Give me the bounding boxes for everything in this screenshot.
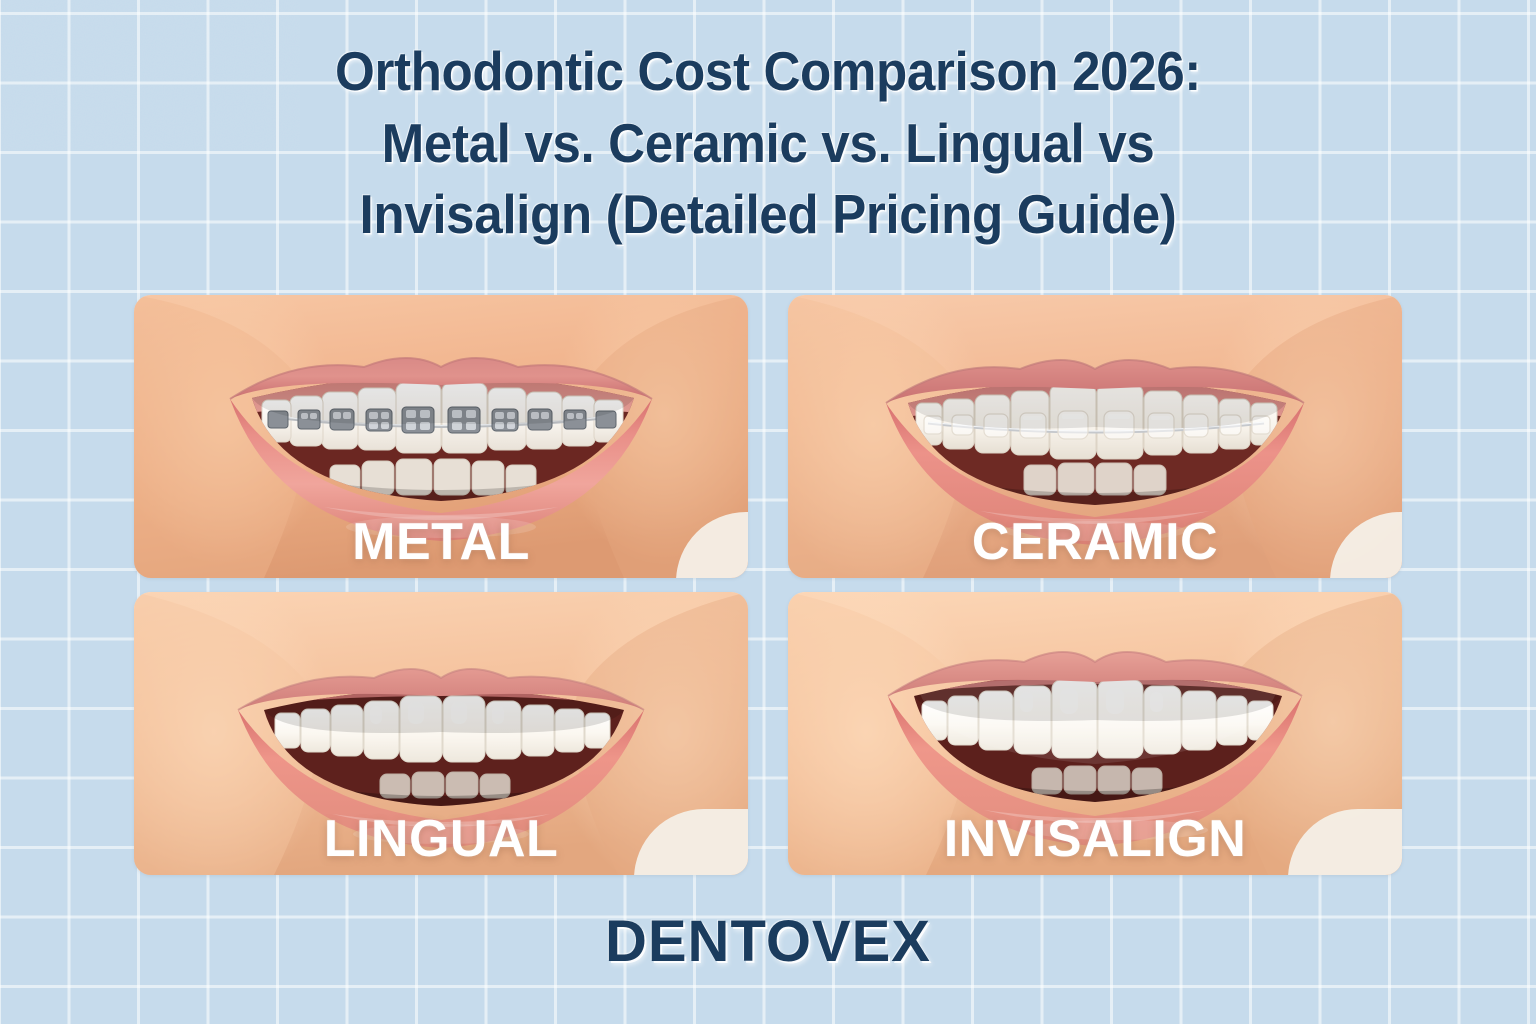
card-label-ceramic: CERAMIC <box>971 513 1219 571</box>
page-title: Orthodontic Cost Comparison 2026: Metal … <box>335 40 1201 245</box>
comparison-card-ceramic[interactable]: CERAMIC <box>788 295 1402 578</box>
clear-aligner-sheen <box>918 678 1278 764</box>
photo-smile-lingual-braces <box>134 592 748 875</box>
comparison-card-invisalign[interactable]: INVISALIGN <box>788 592 1402 875</box>
comparison-card-grid: METAL <box>134 295 1402 875</box>
photo-smile-metal-braces <box>134 295 748 578</box>
metal-brackets <box>267 406 617 434</box>
card-label-invisalign: INVISALIGN <box>943 810 1247 868</box>
brand-wordmark: DENTOVEX <box>604 909 931 974</box>
photo-smile-ceramic-braces <box>788 295 1402 578</box>
card-label-lingual: LINGUAL <box>323 810 559 868</box>
comparison-card-metal[interactable]: METAL <box>134 295 748 578</box>
photo-smile-invisalign <box>788 592 1402 875</box>
comparison-card-lingual[interactable]: LINGUAL <box>134 592 748 875</box>
card-label-metal: METAL <box>352 513 530 571</box>
